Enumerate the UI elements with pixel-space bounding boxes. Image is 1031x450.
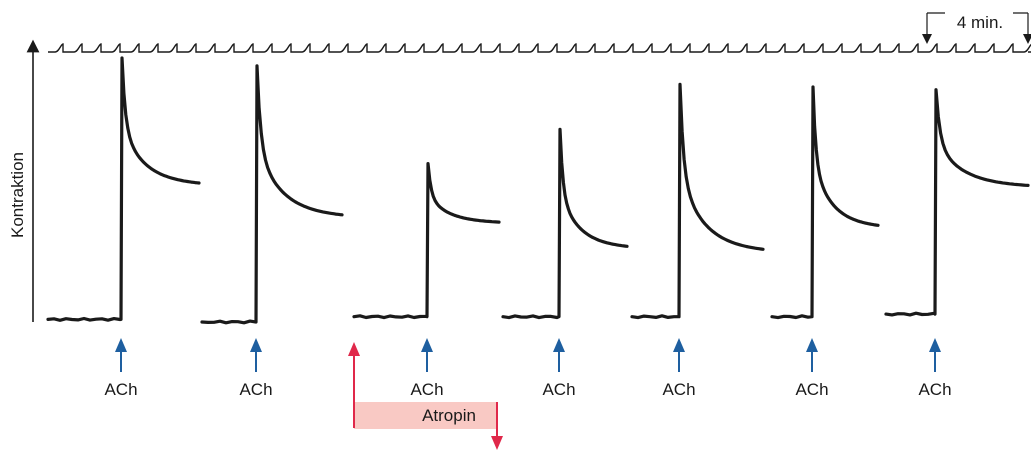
contraction-trace-5 — [630, 82, 765, 320]
ach-label: ACh — [795, 380, 828, 399]
time-marker-trace — [48, 43, 1031, 53]
y-axis-label: Kontraktion — [8, 152, 27, 238]
ach-marker-2: ACh — [239, 338, 273, 399]
contraction-trace-7 — [884, 88, 1030, 317]
contraction-trace-2 — [200, 64, 344, 325]
contraction-trace-3 — [352, 162, 501, 320]
ach-label: ACh — [542, 380, 575, 399]
ach-label: ACh — [410, 380, 443, 399]
time-scale-bar: 4 min. — [922, 4, 1031, 44]
contraction-trace-4 — [501, 127, 629, 320]
ach-marker-5: ACh — [662, 338, 696, 399]
ach-arrowhead — [673, 338, 685, 352]
ach-markers: ACh ACh ACh ACh ACh ACh ACh — [104, 338, 952, 399]
time-scale-label: 4 min. — [957, 13, 1003, 32]
ach-label: ACh — [239, 380, 272, 399]
ach-label: ACh — [104, 380, 137, 399]
ach-arrowhead — [553, 338, 565, 352]
ach-marker-3: ACh — [410, 338, 444, 399]
atropin-bar — [354, 402, 497, 429]
contraction-traces — [46, 56, 1030, 325]
ach-marker-7: ACh — [918, 338, 952, 399]
atropin-label: Atropin — [422, 406, 476, 425]
ach-arrowhead — [929, 338, 941, 352]
ach-marker-1: ACh — [104, 338, 138, 399]
contraction-trace-6 — [770, 85, 880, 320]
ach-arrowhead — [115, 338, 127, 352]
atropin-application: Atropin — [348, 342, 503, 450]
contraction-trace-1 — [46, 56, 201, 322]
ach-arrowhead — [806, 338, 818, 352]
ach-marker-6: ACh — [795, 338, 829, 399]
ach-label: ACh — [918, 380, 951, 399]
ach-arrowhead — [250, 338, 262, 352]
ach-label: ACh — [662, 380, 695, 399]
ach-marker-4: ACh — [542, 338, 576, 399]
ach-arrowhead — [421, 338, 433, 352]
